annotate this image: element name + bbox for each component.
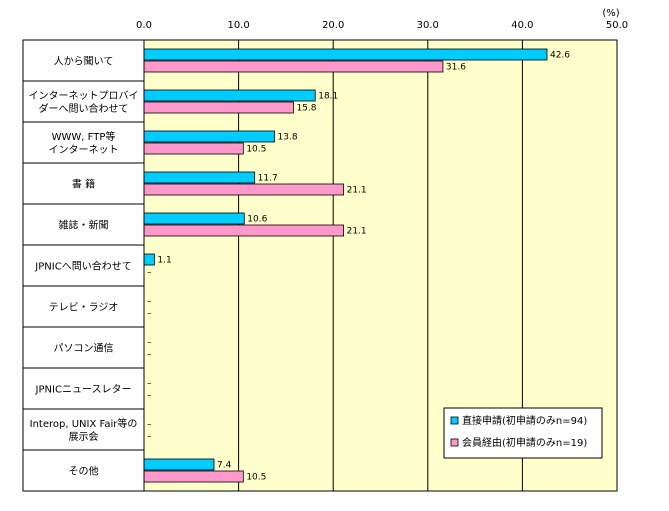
data-label: – — [147, 338, 152, 348]
category-cell — [22, 449, 145, 492]
bar-direct — [143, 89, 316, 102]
x-tick-label: 30.0 — [417, 20, 439, 31]
data-label: 21.1 — [347, 186, 367, 196]
data-label: – — [147, 432, 152, 442]
category-label: 人から聞いて — [54, 56, 114, 68]
data-label: 15.8 — [296, 104, 316, 114]
category-label: 展示会 — [69, 430, 99, 443]
category-cell — [22, 162, 145, 205]
x-tick-label: 20.0 — [322, 20, 344, 31]
category-label: JPNICへ問い合わせて — [34, 260, 131, 273]
x-tick-label: 10.0 — [227, 20, 249, 31]
bar-member — [143, 142, 244, 155]
legend: 直接申請(初申請のみn=94) 会員経由(初申請のみn=19) — [443, 407, 603, 459]
bar-direct — [143, 212, 245, 225]
category-label: 書 籍 — [72, 178, 95, 191]
category-label: インターネット — [49, 144, 119, 156]
data-label: 11.7 — [258, 174, 278, 184]
data-label: – — [147, 379, 152, 389]
legend-swatch-member — [450, 438, 459, 447]
category-label: テレビ・ラジオ — [49, 302, 119, 314]
data-label: – — [147, 391, 152, 401]
bar-member — [143, 60, 444, 73]
bar-direct — [143, 458, 215, 471]
data-label: 10.5 — [246, 145, 266, 155]
bar-direct — [143, 130, 275, 143]
category-label: Interop, UNIX Fair等の — [30, 417, 138, 430]
x-tick-label: 40.0 — [511, 20, 533, 31]
data-label: 21.1 — [347, 227, 367, 237]
data-label: – — [147, 268, 152, 278]
legend-label-member: 会員経由(初申請のみn=19) — [462, 436, 587, 449]
data-label: 18.1 — [318, 92, 338, 102]
x-tick-label: 0.0 — [136, 20, 152, 31]
data-label: 31.6 — [446, 63, 466, 73]
bar-direct — [143, 48, 548, 61]
bar-member — [143, 470, 244, 483]
category-cell — [22, 203, 145, 246]
bar-member — [143, 101, 294, 114]
category-label: ダーへ問い合わせて — [39, 102, 129, 115]
category-cell — [22, 80, 145, 123]
category-label: インターネットプロバイ — [29, 90, 139, 102]
data-label: 1.1 — [157, 256, 171, 266]
gridlines — [238, 40, 523, 491]
legend-swatch-direct — [450, 416, 459, 425]
category-cell — [22, 244, 145, 287]
legend-label-direct: 直接申請(初申請のみn=94) — [462, 414, 587, 427]
bar-member — [143, 183, 345, 196]
data-label: 10.6 — [247, 215, 267, 225]
category-label: 雑誌・新聞 — [59, 219, 109, 232]
bar-direct — [143, 253, 155, 266]
x-axis-ticks: 0.0 10.0 20.0 30.0 40.0 50.0 — [136, 20, 628, 31]
data-label: – — [147, 420, 152, 430]
bar-direct — [143, 171, 256, 184]
data-label: 13.8 — [278, 133, 298, 143]
data-label: – — [147, 309, 152, 319]
x-tick-label: 50.0 — [606, 20, 628, 31]
data-label: 10.5 — [246, 473, 266, 483]
bar-member — [143, 224, 345, 237]
category-cell — [22, 121, 145, 164]
unit-label: (%) — [602, 8, 619, 19]
data-label: – — [147, 297, 152, 307]
category-label: その他 — [69, 465, 99, 478]
category-label: パソコン通信 — [54, 343, 114, 355]
category-label: WWW, FTP等 — [52, 130, 116, 143]
plot-frame — [143, 39, 618, 492]
data-label: 7.4 — [217, 461, 232, 471]
category-label: JPNICニュースレター — [35, 384, 132, 396]
data-label: 42.6 — [550, 51, 570, 61]
data-label: – — [147, 350, 152, 360]
legend-box — [443, 407, 603, 459]
